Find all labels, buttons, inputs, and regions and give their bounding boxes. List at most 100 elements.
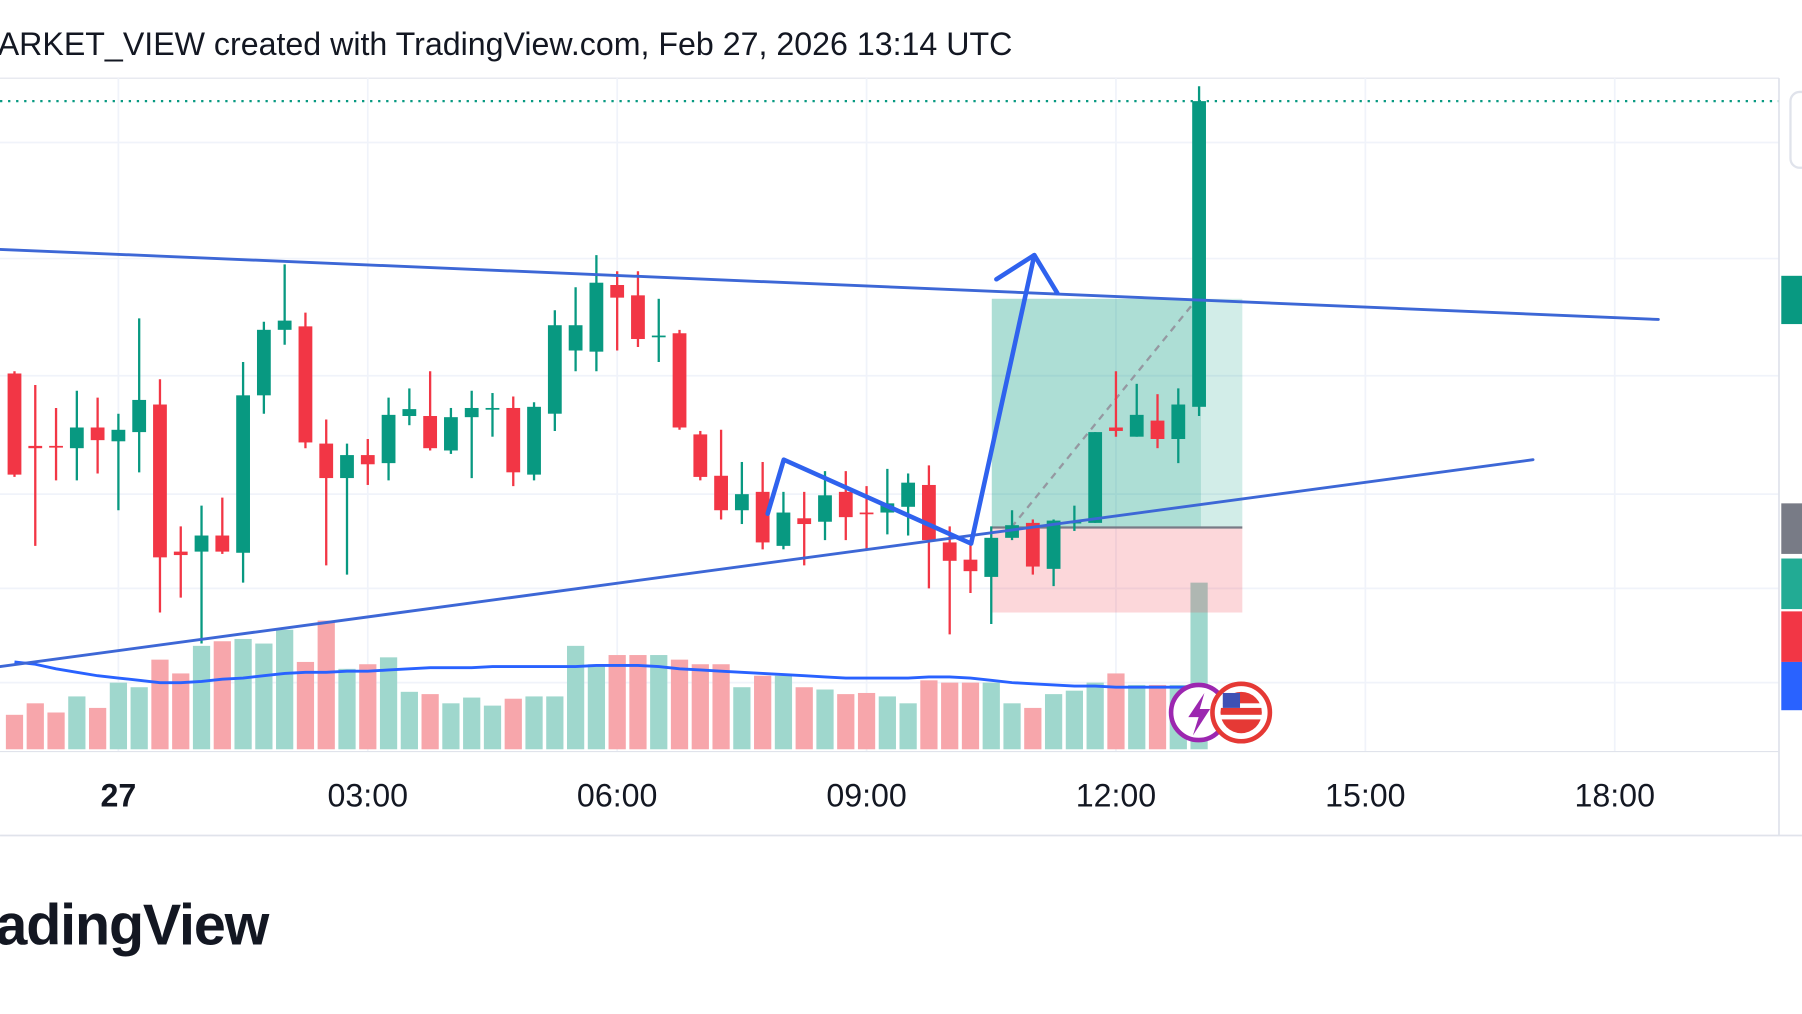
volume-bar: [317, 620, 335, 750]
volume-bar: [899, 703, 917, 750]
volume-bar: [754, 675, 772, 750]
volume-bar: [1003, 703, 1021, 750]
x-tick-label: 09:00: [826, 778, 906, 814]
event-icons: [1168, 681, 1273, 744]
volume-bar: [359, 664, 377, 750]
candle-body: [319, 443, 334, 479]
volume-bar: [26, 703, 44, 750]
volume-bar: [442, 703, 460, 750]
candle-body: [672, 333, 687, 428]
candle-body: [173, 551, 188, 556]
volume-bar: [629, 655, 647, 750]
candle-body: [527, 406, 541, 475]
x-tick-label: 15:00: [1325, 778, 1405, 814]
price-label: [1781, 275, 1802, 325]
candle-body: [1046, 520, 1061, 569]
candle-body: [693, 434, 708, 477]
volume-bar: [795, 687, 813, 750]
volume-bar: [878, 696, 896, 750]
volume-bar: [338, 668, 356, 750]
flag-stripe: [1220, 703, 1262, 708]
flag-canton: [1222, 692, 1241, 708]
candle-body: [589, 282, 604, 352]
volume-bar: [566, 645, 585, 750]
candle-body: [714, 475, 728, 511]
volume-bar: [587, 664, 606, 750]
volume-bar: [608, 655, 626, 750]
candle-body: [901, 482, 916, 507]
volume-bar: [1086, 682, 1104, 750]
candle-body: [734, 494, 749, 511]
volume-bar: [961, 682, 980, 750]
candle-body: [464, 407, 479, 418]
volume-bar: [837, 694, 855, 750]
volume-bar: [109, 682, 128, 750]
volume-bar: [982, 682, 1000, 750]
volume-bar: [525, 696, 543, 750]
volume-bar: [255, 643, 273, 750]
candle-body: [423, 416, 438, 449]
candle-body: [402, 409, 417, 417]
volume-bar: [504, 698, 522, 750]
volume-bar: [483, 705, 502, 750]
candle-body: [215, 535, 230, 552]
candle-body: [1192, 101, 1206, 407]
candle-body: [444, 417, 458, 451]
volume-bar: [276, 629, 294, 750]
volume-bar: [400, 691, 418, 750]
vertical-grid: [117, 78, 1616, 752]
volume-bar: [941, 682, 959, 750]
arrow-head: [994, 252, 1060, 296]
volume-bar: [691, 664, 709, 750]
candle-body: [631, 295, 645, 340]
position-box: [991, 298, 1243, 613]
lightning: [1188, 692, 1211, 736]
volume-bar: [670, 659, 689, 750]
volume-bar: [1107, 673, 1125, 750]
volume-bar: [1044, 694, 1063, 750]
candle-body: [1088, 432, 1103, 523]
volume-bar: [733, 687, 751, 750]
volume-bar: [130, 687, 148, 750]
candle-body: [1025, 522, 1040, 567]
volume-bar: [774, 675, 793, 750]
candle-body: [256, 329, 271, 396]
volume-bar: [213, 641, 231, 750]
volume-bar: [421, 694, 439, 750]
upper-trendline: [0, 247, 1660, 321]
candle-body: [506, 407, 521, 473]
candle-body: [547, 325, 562, 414]
volume-bar: [463, 697, 481, 750]
candle-body: [298, 326, 313, 443]
volume-bar: [151, 659, 169, 750]
candle-body: [194, 535, 209, 552]
volume-bar: [296, 661, 315, 750]
volume-bar: [1065, 690, 1084, 750]
drawings: [0, 247, 1660, 668]
candle-body: [610, 285, 625, 298]
volume-bar: [650, 655, 668, 750]
x-tick-label: 03:00: [328, 778, 408, 814]
flag-stripe: [1220, 714, 1262, 720]
volume-bar: [1128, 684, 1146, 750]
candle-body: [568, 325, 583, 351]
candle-body: [922, 484, 936, 541]
volume-bar: [47, 712, 65, 750]
volume-bar: [192, 645, 211, 750]
x-tick-label: 27: [101, 778, 137, 814]
candle-body: [153, 404, 167, 558]
projection-arrow: [765, 252, 1037, 546]
volume-bar: [234, 638, 252, 750]
price-label: [1781, 558, 1802, 610]
volume-bar: [816, 689, 834, 750]
candle-body: [859, 512, 874, 515]
candle-body: [111, 429, 126, 442]
x-tick-label: 18:00: [1574, 778, 1654, 814]
price-label: [1781, 611, 1802, 662]
volume-bar: [546, 696, 564, 750]
candle-body: [942, 542, 957, 561]
x-tick-label: 12:00: [1076, 778, 1156, 814]
volume-bar: [172, 673, 190, 750]
time-axis: 27 03:00 06:00 09:00 12:00 15:00 18:00: [101, 778, 1655, 814]
